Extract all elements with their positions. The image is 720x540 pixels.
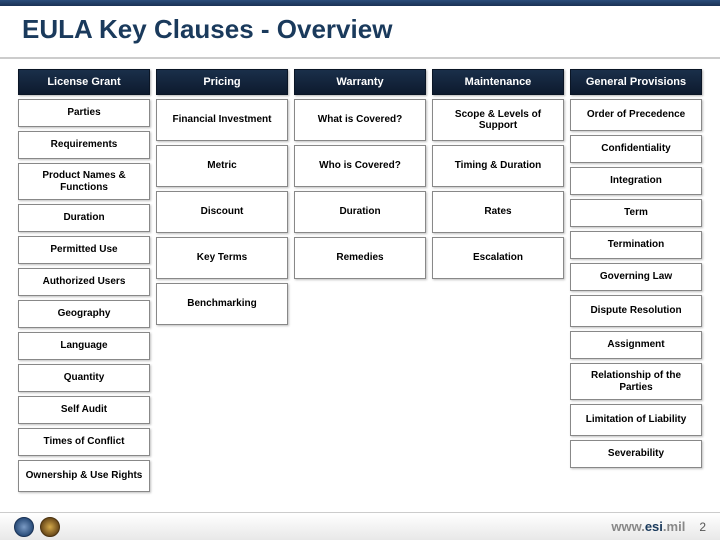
cell: Benchmarking [156, 283, 288, 325]
cell: Confidentiality [570, 135, 702, 163]
col-header: General Provisions [570, 69, 702, 95]
col-general-provisions: General Provisions Order of Precedence C… [570, 69, 702, 492]
cell: Termination [570, 231, 702, 259]
footer-url: www.esi.mil [611, 519, 685, 534]
cell: Permitted Use [18, 236, 150, 264]
cell: Governing Law [570, 263, 702, 291]
footer-bar: www.esi.mil 2 [0, 512, 720, 540]
cell: Integration [570, 167, 702, 195]
col-warranty: Warranty What is Covered? Who is Covered… [294, 69, 426, 492]
cell: Financial Investment [156, 99, 288, 141]
col-header: Maintenance [432, 69, 564, 95]
cell: Term [570, 199, 702, 227]
page-title: EULA Key Clauses - Overview [0, 6, 720, 57]
col-pricing: Pricing Financial Investment Metric Disc… [156, 69, 288, 492]
cell: Quantity [18, 364, 150, 392]
cell: Key Terms [156, 237, 288, 279]
dod-seal-icon [14, 517, 34, 537]
cell: Dispute Resolution [570, 295, 702, 327]
cell: Parties [18, 99, 150, 127]
url-main: esi [645, 519, 663, 534]
url-suffix: .mil [663, 519, 685, 534]
cell: Ownership & Use Rights [18, 460, 150, 492]
col-header: Pricing [156, 69, 288, 95]
cell: Remedies [294, 237, 426, 279]
esi-seal-icon [40, 517, 60, 537]
cell: Discount [156, 191, 288, 233]
cell: Timing & Duration [432, 145, 564, 187]
cell: Rates [432, 191, 564, 233]
col-maintenance: Maintenance Scope & Levels of Support Ti… [432, 69, 564, 492]
cell: Who is Covered? [294, 145, 426, 187]
cell: Authorized Users [18, 268, 150, 296]
cell: Duration [18, 204, 150, 232]
cell: Product Names & Functions [18, 163, 150, 200]
footer-right: www.esi.mil 2 [611, 519, 706, 534]
cell: Geography [18, 300, 150, 328]
col-header: Warranty [294, 69, 426, 95]
col-header: License Grant [18, 69, 150, 95]
cell: Order of Precedence [570, 99, 702, 131]
cell: Language [18, 332, 150, 360]
footer-seals [14, 517, 60, 537]
cell: Limitation of Liability [570, 404, 702, 436]
cell: What is Covered? [294, 99, 426, 141]
cell: Relationship of the Parties [570, 363, 702, 400]
cell: Assignment [570, 331, 702, 359]
cell: Times of Conflict [18, 428, 150, 456]
cell: Metric [156, 145, 288, 187]
cell: Severability [570, 440, 702, 468]
cell: Duration [294, 191, 426, 233]
cell: Scope & Levels of Support [432, 99, 564, 141]
url-prefix: www. [611, 519, 644, 534]
clauses-grid: License Grant Parties Requirements Produ… [0, 59, 720, 492]
page-number: 2 [699, 520, 706, 534]
col-license-grant: License Grant Parties Requirements Produ… [18, 69, 150, 492]
cell: Escalation [432, 237, 564, 279]
cell: Self Audit [18, 396, 150, 424]
cell: Requirements [18, 131, 150, 159]
